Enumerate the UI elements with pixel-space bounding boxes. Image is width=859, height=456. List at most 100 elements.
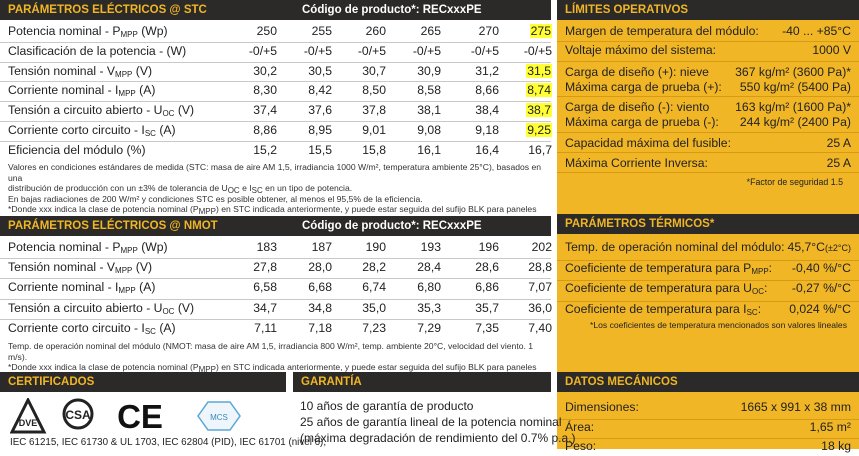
- nmot-row-label: Tensión a circuito abierto - UOC (V): [8, 299, 194, 318]
- nmot-cell: 35,3: [391, 299, 441, 318]
- stc-cell-value: 30,5: [308, 63, 332, 78]
- limits-row-label: Carga de diseño (+): nieve: [565, 65, 709, 79]
- nmot-cell: 196: [449, 238, 499, 257]
- stc-cell-value: 38,7: [526, 103, 552, 118]
- stc-cell: 38,4: [449, 101, 499, 120]
- limits-row-label: Máxima carga de prueba (-):: [565, 115, 719, 129]
- mech-row: Peso: 18 kg: [565, 437, 851, 456]
- nmot-cell-value: 190: [365, 240, 386, 254]
- mcs-logo-icon: MCS: [197, 401, 241, 431]
- nmot-cell-value: 193: [420, 240, 441, 254]
- stc-note-3: En bajas radiaciones de 200 W/m² y condi…: [8, 193, 423, 204]
- stc-row-label-text: Potencia nominal - P: [8, 24, 121, 38]
- mech-title: DATOS MECÁNICOS: [565, 376, 678, 388]
- limits-title: LÍMITES OPERATIVOS: [565, 4, 689, 16]
- thermal-row-label-sub: OC: [751, 287, 764, 296]
- stc-cell: 31,2: [449, 62, 499, 81]
- stc-note-1: Valores en condiciones estándares de med…: [8, 162, 542, 183]
- nmot-cell: 7,35: [449, 319, 499, 338]
- stc-row-label: Corriente nominal - IMPP (A): [8, 81, 155, 100]
- nmot-row-label-text: Corriente corto circuito - I: [8, 320, 145, 335]
- thermal-separator: [557, 259, 859, 261]
- nmot-row-label-unit: (A): [135, 280, 156, 295]
- stc-cell: 16,4: [449, 141, 499, 160]
- thermal-row-label-text: Coeficiente de temperatura para U: [565, 281, 752, 295]
- stc-row-label-unit: (V): [174, 103, 195, 118]
- stc-row-label-sub: OC: [162, 109, 175, 119]
- stc-cell-value: -0/+5: [357, 43, 386, 58]
- stc-cell: 260: [336, 22, 386, 41]
- nmot-cell: 28,2: [336, 258, 386, 277]
- stc-cell-value: 9,18: [475, 123, 499, 137]
- thermal-row-value: 0,024 %/°C: [789, 300, 851, 319]
- stc-cell: 8,66: [449, 81, 499, 100]
- nmot-title: PARÁMETROS ELÉCTRICOS @ NMOT: [8, 220, 218, 232]
- nmot-cell: 28,0: [282, 258, 332, 277]
- limits-row: Máxima carga de prueba (-): 244 kg/m² (24…: [565, 113, 851, 132]
- stc-cell-value: 31,2: [475, 63, 499, 78]
- thermal-row-value-suffix: (±2°C): [824, 243, 851, 253]
- stc-cell: -0/+5: [336, 42, 386, 61]
- stc-row: Eficiencia del módulo (%) 15,2 15,5 15,8 16,…: [0, 141, 552, 160]
- limits-row-label: Capacidad máxima del fusible:: [565, 136, 731, 150]
- stc-row-label-unit: (A): [135, 83, 156, 98]
- limits-separator: [557, 152, 859, 153]
- nmot-note-2b: MPP: [198, 365, 216, 375]
- nmot-row-separator: [0, 318, 551, 320]
- nmot-cell: 36,0: [502, 299, 552, 318]
- stc-row-label-sub: SC: [144, 129, 156, 138]
- stc-note-2d: SC: [251, 186, 263, 196]
- stc-cell: 8,50: [336, 81, 386, 100]
- nmot-row-label-text: Tensión a circuito abierto - U: [8, 300, 163, 315]
- stc-row-label: Clasificación de la potencia - (W): [8, 42, 186, 61]
- nmot-row-label-text: Corriente nominal - I: [8, 280, 119, 295]
- ce-logo-text: CE: [117, 398, 163, 434]
- thermal-row-value-text: -0,27 %/°C: [791, 281, 851, 295]
- warranty-line-3: (máxima degradación de rendimiento del 0…: [300, 431, 576, 445]
- mech-row-label-text: Área:: [565, 419, 595, 434]
- stc-cell-value: 16,1: [417, 142, 441, 157]
- mech-row-value: 18 kg: [821, 437, 851, 456]
- thermal-row-value: -0,27 %/°C: [792, 279, 851, 298]
- nmot-row-label-text: Tensión nominal - V: [8, 260, 116, 275]
- limits-row-value: 244 kg/m² (2400 Pa): [739, 115, 851, 129]
- stc-row-separator: [0, 61, 551, 63]
- limits-row-label: Máxima carga de prueba (+):: [565, 80, 722, 94]
- nmot-cell: 7,40: [502, 319, 552, 338]
- nmot-cell: 190: [336, 238, 386, 257]
- limits-row-label: Carga de diseño (-): viento: [565, 100, 710, 114]
- stc-row: Corriente nominal - IMPP (A) 8,30 8,42 8,50…: [0, 81, 552, 100]
- stc-cell-value: 31,5: [526, 63, 552, 78]
- stc-cell-value: -0/+5: [412, 43, 441, 58]
- nmot-row-label-unit: (A): [155, 320, 176, 335]
- warranty-line-2: 25 años de garantía lineal de la potenci…: [300, 415, 562, 429]
- thermal-row-label-colon: :: [757, 301, 762, 316]
- stc-note-4a: *Donde xxx indica la clase de potencia n…: [8, 204, 199, 215]
- mech-row-value: 1665 x 991 x 38 mm: [741, 398, 851, 417]
- stc-cell-value: -0/+5: [523, 43, 552, 58]
- limits-separator: [557, 61, 859, 62]
- stc-row-label-text: Tensión a circuito abierto - U: [8, 103, 163, 118]
- limits-row-value: 163 kg/m² (1600 Pa)*: [735, 100, 851, 114]
- mech-row-value-text: 18 kg: [821, 439, 851, 453]
- stc-cell: 16,7: [502, 141, 552, 160]
- limits-row-value: 550 kg/m² (5400 Pa): [739, 80, 851, 94]
- stc-product-code: Código de producto*: RECxxxPE: [302, 4, 482, 16]
- mech-row-label-text: Dimensiones:: [565, 400, 639, 414]
- nmot-cell: 35,0: [336, 299, 386, 318]
- stc-cell: 9,18: [449, 121, 499, 140]
- nmot-cell: 6,68: [282, 278, 332, 297]
- limits-row-value: -40 ... +85°C: [782, 24, 851, 38]
- stc-row-label-text: Corriente nominal - I: [8, 83, 119, 98]
- nmot-row-label: Corriente corto circuito - ISC (A): [8, 319, 176, 338]
- stc-cell-value: 8,30: [253, 83, 277, 98]
- csa-logo-text: CSA: [65, 408, 91, 422]
- thermal-row-label-colon: :: [768, 260, 773, 275]
- stc-row-label-text: Tensión nominal - V: [8, 63, 116, 78]
- nmot-row-label: Tensión nominal - VMPP (V): [8, 258, 152, 277]
- nmot-cell-value: 7,35: [475, 320, 499, 335]
- nmot-cell-value: 28,4: [417, 260, 441, 275]
- stc-header: PARÁMETROS ELÉCTRICOS @ STC Código de pr…: [0, 0, 551, 20]
- nmot-row-label-unit: (Wp): [137, 240, 168, 254]
- nmot-cell: 7,29: [391, 319, 441, 338]
